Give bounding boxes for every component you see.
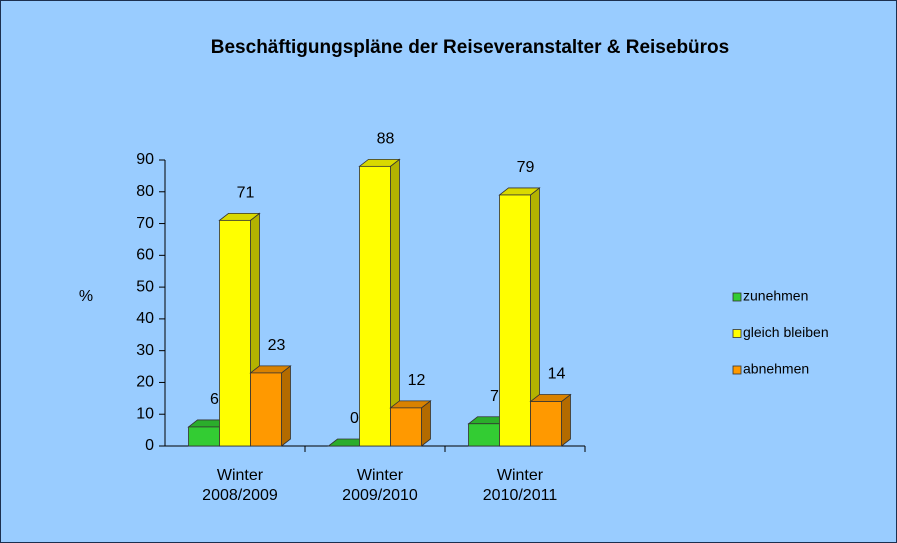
legend-label: zunehmen: [743, 288, 808, 304]
x-tick-label: 2008/2009: [202, 487, 278, 504]
y-tick-label: 10: [136, 405, 154, 422]
data-label: 7: [490, 388, 499, 405]
y-tick-label: 0: [145, 437, 154, 454]
y-tick-label: 40: [136, 310, 154, 327]
bar-side: [561, 393, 571, 447]
data-label: 23: [268, 337, 286, 354]
y-tick-label: 30: [136, 342, 154, 359]
y-tick-label: 50: [136, 278, 154, 295]
chart-title: Beschäftigungspläne der Reiseveranstalte…: [211, 37, 729, 58]
y-tick-label: 90: [136, 151, 154, 168]
legend-label: gleich bleiben: [743, 324, 829, 340]
bar-side: [281, 365, 291, 447]
legend-label: abnehmen: [743, 361, 809, 377]
x-tick-label: Winter: [217, 467, 264, 484]
x-tick-label: 2009/2010: [342, 487, 418, 504]
data-label: 79: [517, 159, 535, 176]
y-tick-label: 80: [136, 183, 154, 200]
bar: [219, 219, 251, 447]
legend-swatch: [732, 365, 742, 375]
bar: [530, 401, 562, 447]
bar: [390, 407, 422, 447]
x-tick-label: Winter: [497, 467, 544, 484]
x-tick-label: Winter: [357, 467, 404, 484]
legend-swatch: [732, 292, 742, 302]
y-tick-label: 70: [136, 215, 154, 232]
data-label: 71: [237, 185, 255, 202]
bar: [188, 426, 220, 447]
bar-side: [421, 400, 431, 447]
data-label: 6: [210, 391, 219, 408]
y-axis-label: %: [79, 288, 93, 305]
bar: [468, 423, 500, 447]
legend-swatch: [732, 329, 742, 338]
y-tick-label: 20: [136, 374, 154, 391]
y-tick-label: 60: [136, 247, 154, 264]
bar: [499, 194, 531, 447]
data-label: 14: [548, 366, 566, 383]
bar: [250, 372, 282, 447]
x-tick-label: 2010/2011: [483, 487, 558, 504]
data-label: 12: [408, 372, 426, 389]
data-label: 88: [377, 131, 395, 148]
data-label: 0: [350, 410, 359, 427]
bar: [359, 165, 391, 447]
